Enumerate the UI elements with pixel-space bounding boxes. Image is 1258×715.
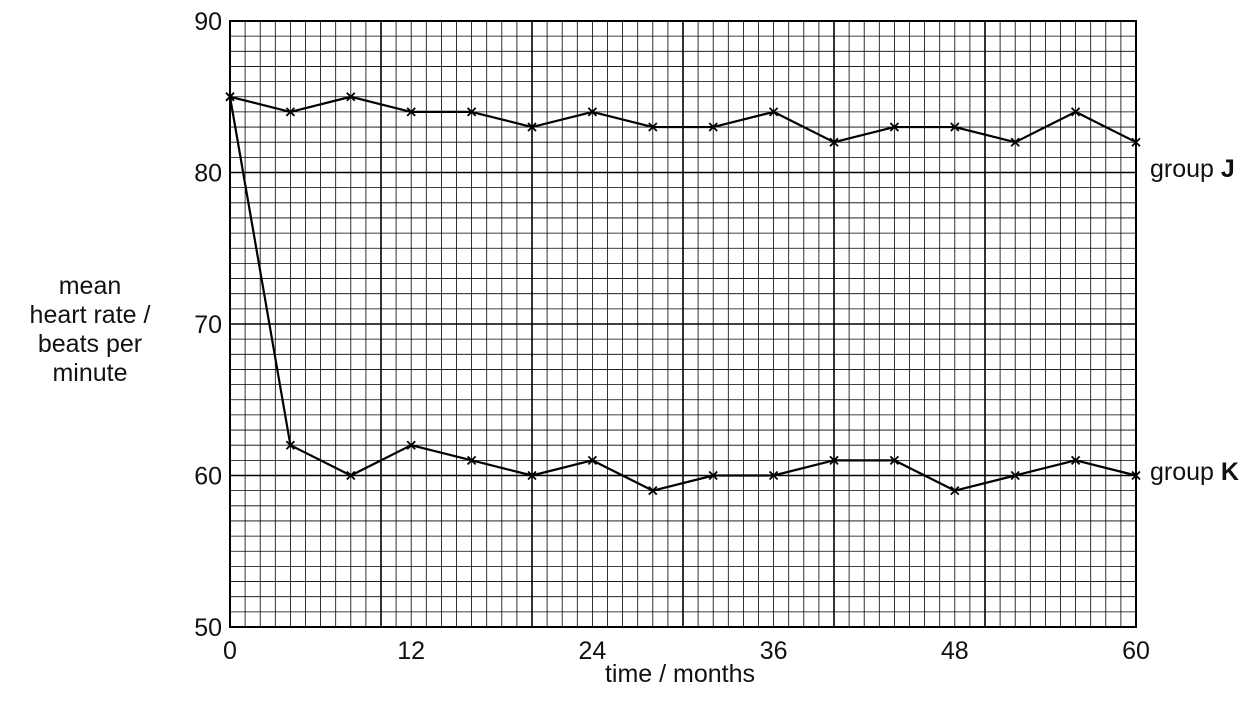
y-axis-title-line-4: minute [52,359,128,387]
major-grid [230,21,1136,627]
x-tick-label: 12 [397,637,425,665]
data-point-marker [950,122,960,132]
series-label-group-j: group J [1150,155,1235,184]
y-tick-label: 80 [194,160,222,188]
x-tick-label: 0 [223,637,237,665]
series-label-letter: K [1220,458,1239,486]
x-axis-title: time / months [604,660,756,688]
data-point-marker [1010,137,1020,147]
data-point-marker [829,455,839,465]
data-point-marker [527,470,537,481]
data-point-marker [346,470,356,481]
data-point-marker [889,122,900,132]
data-point-marker [648,122,658,132]
series-label-letter: J [1220,155,1235,183]
y-tick-label: 50 [194,614,222,642]
data-point-marker [587,455,598,465]
data-point-marker [1070,455,1081,465]
data-point-marker [950,486,960,496]
data-point-marker [889,455,900,465]
data-point-marker [829,137,839,147]
series-layer [225,92,1141,496]
data-point-marker [285,107,296,117]
data-point-marker [768,107,779,117]
data-point-marker [587,107,598,117]
data-point-marker [768,470,779,481]
data-point-marker [466,455,477,465]
data-point-marker [527,122,537,132]
x-tick-label: 36 [760,637,788,665]
data-point-marker [406,440,416,450]
data-point-marker [406,107,416,117]
data-point-marker [1010,470,1020,481]
plot-frame [229,20,1137,628]
data-point-marker [346,92,356,102]
y-tick-label: 70 [194,311,222,339]
data-point-marker [1070,107,1081,117]
series-line-group-k [228,96,1137,492]
series-label-prefix: group [1150,155,1221,183]
data-point-marker [708,470,718,481]
series-label-prefix: group [1150,458,1221,486]
data-point-marker [1131,137,1141,147]
y-axis-title-line-1: mean [58,272,122,300]
x-tick-label: 24 [578,637,606,665]
tick-labels: 0 12 24 36 48 60 50 60 70 80 90 [194,8,1150,665]
y-axis-title-line-3: beats per [37,330,143,358]
x-tick-label: 60 [1122,637,1150,665]
data-point-marker [648,486,658,496]
data-point-marker [708,122,718,132]
series-line-group-j [229,95,1137,144]
data-point-marker [285,440,296,450]
data-point-marker [466,107,477,117]
y-tick-label: 90 [194,8,222,36]
data-point-marker [225,92,235,102]
y-axis-title: mean heart rate / beats per minute [0,272,180,388]
data-point-marker [1131,470,1141,481]
x-tick-label: 48 [941,637,969,665]
y-axis-title-line-2: heart rate / [29,301,151,329]
y-tick-label: 60 [194,463,222,491]
series-label-group-k: group K [1150,458,1239,487]
